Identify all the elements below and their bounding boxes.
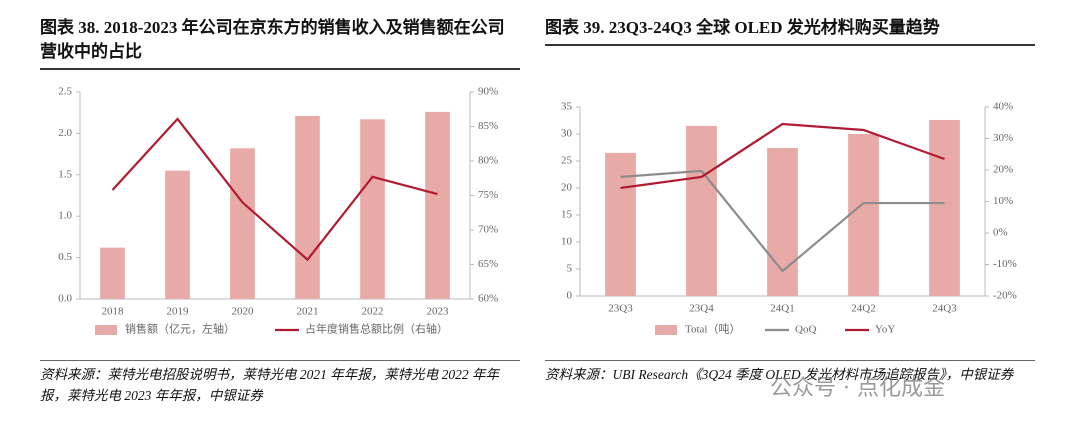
x-tick-label: 23Q3 [608, 303, 633, 315]
y2-tick-label: 70% [478, 224, 498, 236]
bar [686, 125, 717, 297]
y-tick-label: 1.5 [58, 168, 72, 180]
y-tick-label: 2.5 [58, 86, 72, 98]
bar [295, 116, 320, 300]
bar [848, 134, 879, 296]
y2-tick-label: 65% [478, 258, 498, 270]
y-tick-label: 15 [561, 209, 573, 221]
x-tick-label: 2019 [167, 306, 190, 318]
x-tick-label: 23Q4 [689, 303, 714, 315]
y-tick-label: 2.0 [58, 127, 72, 139]
bar [767, 148, 798, 296]
watermark: 公众号 · 点化成金 [770, 376, 945, 401]
x-tick-label: 2020 [232, 306, 255, 318]
y-tick-label: 30 [561, 128, 573, 140]
legend-label: 销售额（亿元，左轴） [125, 322, 235, 336]
line [620, 169, 945, 273]
source-note: 资料来源：莱特光电招股说明书，莱特光电 2021 年年报，莱特光电 2022 年… [40, 360, 520, 406]
y-tick-label: 0.5 [58, 251, 72, 263]
line [620, 122, 945, 190]
x-tick-label: 24Q1 [770, 303, 794, 315]
y2-tick-label: 20% [993, 164, 1013, 176]
bar [360, 119, 385, 299]
y-tick-label: 25 [561, 155, 573, 167]
x-tick-label: 2021 [297, 306, 319, 318]
legend-label: YoY [875, 324, 895, 336]
bar [605, 152, 636, 296]
line [111, 117, 438, 262]
x-tick-label: 24Q2 [851, 303, 875, 315]
bar [425, 111, 450, 299]
y-tick-label: 1.0 [58, 210, 72, 222]
bar [929, 119, 960, 297]
y-tick-label: 0 [567, 290, 573, 302]
y-tick-label: 5 [567, 263, 573, 275]
y2-tick-label: 75% [478, 189, 498, 201]
chart-title: 图表 38. 2018-2023 年公司在京东方的销售收入及销售额在公司营收中的… [40, 16, 520, 70]
y2-tick-label: 10% [993, 195, 1013, 207]
bar [230, 148, 255, 299]
y2-tick-label: 30% [993, 132, 1013, 144]
y2-tick-label: -20% [993, 290, 1017, 302]
legend-swatch [655, 325, 677, 335]
y2-tick-label: 80% [478, 155, 498, 167]
legend-swatch [95, 325, 117, 335]
y2-tick-label: 90% [478, 86, 498, 98]
bar [100, 247, 125, 299]
bar [165, 170, 190, 299]
x-tick-label: 2018 [102, 306, 125, 318]
legend-label: Total（吨） [685, 323, 740, 336]
y2-tick-label: 60% [478, 293, 498, 305]
x-tick-label: 2023 [427, 306, 450, 318]
y2-tick-label: 0% [993, 227, 1008, 239]
legend-label: 占年度销售总额比例（右轴） [305, 322, 448, 336]
source-note: 资料来源：UBI Research《3Q24 季度 OLED 发光材料市场追踪报… [545, 360, 1035, 385]
y-tick-label: 0.0 [58, 293, 72, 305]
y2-tick-label: -10% [993, 258, 1017, 270]
legend-label: QoQ [795, 324, 816, 336]
y-tick-label: 20 [561, 182, 573, 194]
y-tick-label: 35 [561, 101, 573, 113]
y-tick-label: 10 [561, 236, 573, 248]
x-tick-label: 24Q3 [932, 303, 957, 315]
chart-title: 图表 39. 23Q3-24Q3 全球 OLED 发光材料购买量趋势 [545, 16, 1035, 46]
x-tick-label: 2022 [362, 306, 384, 318]
y2-tick-label: 85% [478, 120, 498, 132]
y2-tick-label: 40% [993, 101, 1013, 113]
